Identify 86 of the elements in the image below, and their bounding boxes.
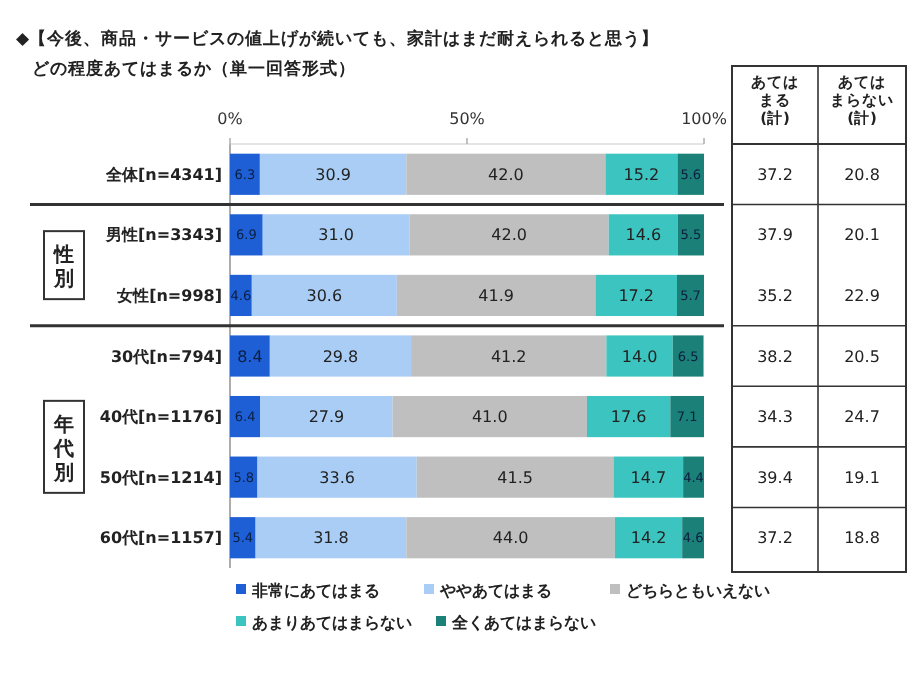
data-label: 30.9: [315, 165, 351, 184]
data-label: 14.7: [630, 468, 667, 487]
bar: [255, 517, 407, 559]
bar: [613, 456, 684, 498]
data-label: 41.0: [471, 408, 508, 427]
bar: [614, 517, 683, 559]
legend-label: ややあてはまる: [438, 582, 552, 600]
text: 性別: [52, 243, 74, 292]
text: 22.9: [844, 287, 880, 306]
text: 37.9: [757, 226, 793, 245]
data-label: 42.0: [488, 165, 524, 184]
text: 18.8: [844, 529, 880, 548]
legend-label: 全くあてはまらない: [450, 614, 596, 632]
bar: [259, 153, 407, 195]
bar: [269, 335, 412, 377]
data-label: 41.9: [478, 287, 514, 306]
text: 37.2: [757, 529, 793, 548]
y-tick-label: 40代[n=1176]: [99, 408, 222, 427]
bar: [406, 153, 606, 195]
text: 37.2: [757, 165, 793, 184]
data-label: 42.0: [491, 226, 527, 245]
data-label: 41.2: [490, 347, 527, 366]
chart-title: ◆【今後、商品・サービスの値上げが続いても、家計はまだ耐えられると思う】: [16, 28, 660, 50]
bar: [230, 395, 261, 438]
bar: [262, 214, 410, 256]
data-label: 8.4: [237, 347, 263, 366]
data-label: 17.6: [610, 408, 647, 427]
legend-label: 非常にあてはまる: [250, 582, 380, 600]
bar: [677, 153, 704, 195]
bar: [411, 335, 607, 377]
bar: [406, 517, 615, 559]
data-label: 31.8: [313, 529, 349, 548]
y-tick-label: 30代[n=794]: [110, 347, 222, 366]
data-label: 14.0: [621, 347, 658, 366]
bar: [605, 153, 678, 195]
bar: [677, 214, 704, 256]
bar: [230, 214, 263, 256]
bar: [672, 335, 704, 377]
bar: [230, 335, 270, 377]
text: 35.2: [757, 287, 793, 306]
text: 34.3: [757, 408, 793, 427]
text: 24.7: [844, 408, 880, 427]
data-label: 14.2: [630, 529, 667, 548]
data-label: 44.0: [492, 529, 529, 548]
bar: [606, 335, 673, 377]
bar: [396, 274, 596, 317]
y-tick-label: 全体[n=4341]: [104, 165, 222, 184]
data-label: 41.5: [497, 468, 533, 487]
data-label: 29.8: [322, 347, 359, 366]
text: 20.5: [844, 347, 880, 366]
bar: [230, 153, 260, 195]
data-label: 33.6: [319, 468, 355, 487]
y-tick-label: 60代[n=1157]: [99, 529, 222, 548]
bar: [416, 456, 614, 498]
bar: [260, 395, 393, 438]
bar: [670, 395, 704, 438]
text: 39.4: [757, 468, 793, 487]
legend-label: あまりあてはまらない: [252, 614, 412, 632]
data-label: 27.9: [308, 408, 345, 427]
legend-label: どちらともいえない: [626, 582, 770, 600]
data-label: 17.2: [618, 287, 655, 306]
data-label: 30.6: [306, 287, 343, 306]
bar: [608, 214, 678, 256]
text: 38.2: [757, 347, 793, 366]
bar: [230, 517, 256, 559]
data-label: 15.2: [623, 165, 660, 184]
bar: [409, 214, 609, 256]
text: 20.1: [844, 226, 880, 245]
bar: [595, 274, 677, 317]
bar: [257, 456, 417, 498]
text: 20.8: [844, 165, 880, 184]
y-tick-label: 50代[n=1214]: [99, 468, 222, 487]
x-tick-label: 100%: [681, 110, 728, 128]
y-tick-label: 男性[n=3343]: [104, 226, 222, 245]
data-label: 14.6: [625, 226, 662, 245]
text: 年代別: [52, 412, 74, 485]
bar: [392, 395, 587, 438]
data-label: 31.0: [318, 226, 354, 245]
bar: [251, 274, 397, 317]
text: 19.1: [844, 468, 880, 487]
bar: [676, 274, 704, 317]
chart-subtitle: どの程度あてはまるか（単一回答形式）: [32, 58, 356, 80]
bar: [586, 395, 671, 438]
x-tick-label: 50%: [449, 110, 486, 128]
x-tick-label: 0%: [217, 110, 244, 128]
y-tick-label: 女性[n=998]: [115, 287, 222, 306]
